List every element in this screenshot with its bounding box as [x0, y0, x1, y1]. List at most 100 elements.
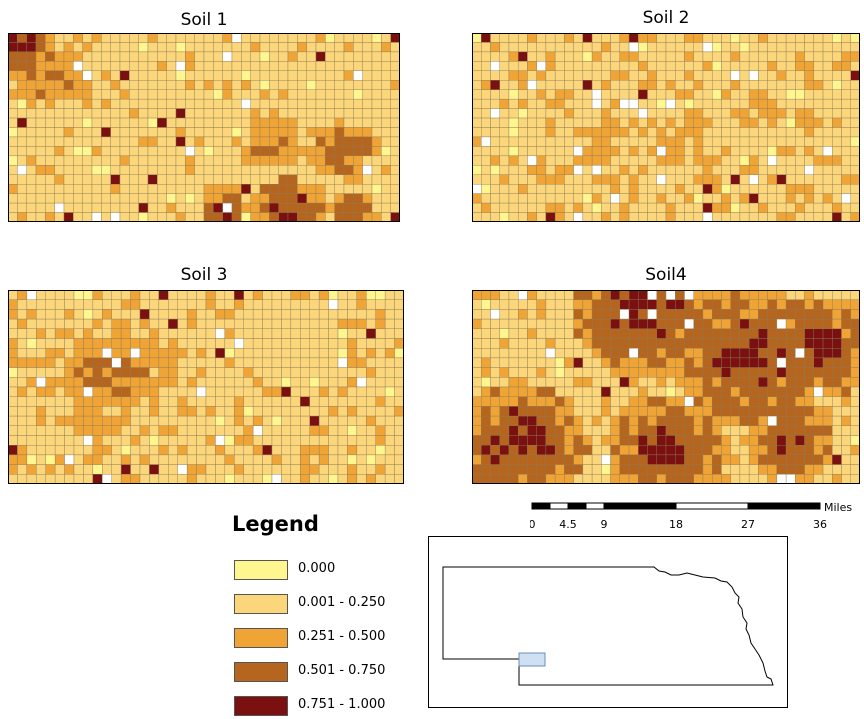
grid-cell [334, 51, 345, 62]
grid-cell [175, 51, 186, 62]
legend-swatch [234, 628, 288, 648]
grid-cell [647, 146, 657, 157]
grid-cell [186, 425, 197, 436]
grid-cell [252, 474, 263, 484]
grid-cell [168, 386, 178, 397]
grid-cell [362, 202, 373, 213]
grid-cell [158, 338, 169, 349]
grid-cell [684, 367, 694, 378]
grid-cell [850, 33, 860, 43]
grid-cell [684, 290, 694, 300]
grid-cell [241, 174, 251, 185]
grid-cell [222, 117, 233, 128]
grid-cell [224, 299, 235, 310]
grid-cell [73, 183, 83, 194]
grid-cell [45, 117, 55, 128]
grid-cell [130, 367, 141, 378]
grid-cell [739, 108, 750, 119]
grid-cell [850, 396, 860, 407]
grid-cell [26, 117, 37, 128]
grid-cell [702, 42, 713, 53]
grid-cell [347, 328, 358, 339]
grid-cell [785, 51, 796, 62]
grid-cell [129, 33, 139, 43]
grid-cell [711, 33, 722, 43]
grid-cell [45, 70, 55, 81]
grid-cell [536, 193, 547, 204]
grid-cell [17, 146, 27, 157]
grid-cell [665, 98, 676, 109]
grid-cell [130, 357, 141, 368]
grid-cell [259, 212, 270, 222]
grid-cell [168, 425, 178, 436]
grid-cell [545, 474, 556, 484]
grid-cell [472, 377, 482, 388]
grid-cell [517, 299, 528, 310]
grid-cell [318, 396, 329, 407]
grid-cell [508, 328, 519, 339]
grid-cell [758, 435, 768, 446]
grid-cell [91, 98, 102, 109]
grid-cell [337, 328, 348, 339]
grid-cell [702, 117, 713, 128]
grid-cell [508, 386, 519, 397]
grid-cell [205, 309, 216, 320]
grid-cell [168, 454, 178, 465]
grid-cell [325, 70, 335, 81]
grid-cell [390, 155, 400, 166]
grid-cell [375, 386, 386, 397]
grid-cell [222, 89, 233, 100]
grid-cell [564, 338, 574, 349]
grid-cell [334, 127, 345, 138]
grid-cell [638, 318, 648, 330]
grid-cell [45, 309, 56, 320]
grid-cell [832, 386, 842, 397]
grid-cell [119, 193, 130, 204]
grid-cell [582, 89, 593, 100]
grid-cell [83, 357, 94, 368]
grid-cell [390, 165, 400, 175]
grid-cell [83, 338, 94, 349]
grid-cell [54, 464, 65, 475]
grid-cell [205, 290, 216, 300]
grid-cell [767, 146, 778, 157]
grid-cell [8, 127, 18, 138]
grid-cell [730, 98, 741, 109]
grid-cell [499, 202, 510, 213]
grid-cell [101, 146, 111, 157]
grid-cell [17, 174, 27, 185]
grid-cell [693, 435, 704, 446]
grid-cell [730, 309, 741, 320]
grid-cell [147, 98, 158, 109]
grid-cell [318, 444, 329, 456]
grid-cell [813, 136, 824, 147]
grid-cell [297, 155, 307, 166]
grid-cell [271, 444, 282, 456]
grid-cell [262, 454, 273, 465]
grid-cell [767, 117, 778, 128]
grid-cell [610, 174, 621, 185]
grid-cell [804, 202, 815, 213]
grid-cell [813, 98, 824, 109]
grid-cell [45, 212, 55, 222]
grid-cell [545, 212, 556, 222]
grid-cell [721, 42, 731, 53]
grid-cell [721, 386, 731, 397]
grid-cell [64, 318, 75, 330]
grid-cell [758, 396, 768, 407]
grid-cell [850, 338, 860, 349]
grid-cell [35, 42, 46, 53]
grid-cell [517, 165, 528, 175]
grid-cell [325, 80, 335, 90]
grid-cell [371, 127, 382, 138]
grid-cell [306, 108, 317, 119]
grid-cell [490, 70, 500, 81]
grid-cell [776, 318, 787, 330]
grid-cell [665, 61, 676, 72]
grid-cell [721, 155, 731, 166]
grid-cell [813, 183, 824, 194]
grid-cell [711, 425, 722, 436]
grid-cell [243, 348, 254, 359]
grid-cell [110, 61, 121, 72]
grid-cell [356, 309, 367, 320]
